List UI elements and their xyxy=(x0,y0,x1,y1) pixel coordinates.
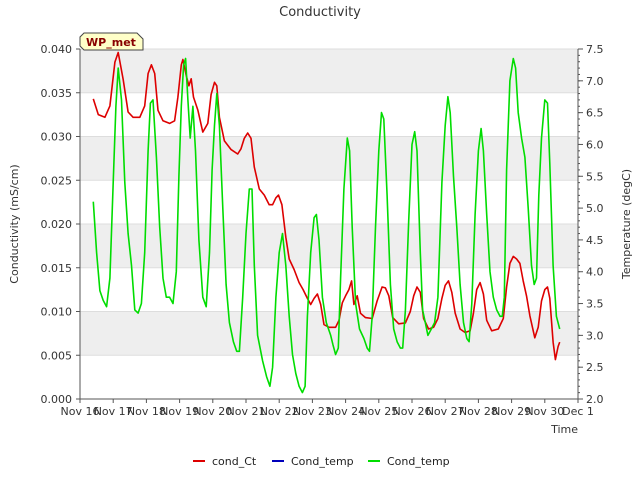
right-tick-label: 2.5 xyxy=(586,361,604,374)
x-tick-label: Nov 30 xyxy=(525,405,564,418)
badge-box xyxy=(79,32,144,51)
x-tick-label: Nov 26 xyxy=(393,405,432,418)
grid-band xyxy=(80,180,578,224)
right-tick-label: 3.0 xyxy=(586,329,604,342)
left-tick-label: 0.035 xyxy=(41,87,73,100)
right-tick-label: 6.0 xyxy=(586,138,604,151)
right-tick-label: 5.5 xyxy=(586,170,604,183)
right-axis-label: Temperature (degC) xyxy=(620,169,633,280)
left-tick-label: 0.020 xyxy=(41,218,73,231)
right-tick-label: 5.0 xyxy=(586,202,604,215)
right-y-ticks: 2.0 2.5 3.0 3.5 4.0 4.5 5.0 5.5 6.0 6.5 7.0 7.5 xyxy=(578,43,604,406)
legend: cond_Ct Cond_temp Cond_temp xyxy=(193,455,450,468)
legend-label: Cond_temp xyxy=(387,455,450,468)
x-tick-label: Nov 20 xyxy=(193,405,232,418)
x-tick-label: Nov 16 xyxy=(61,405,100,418)
x-tick-label: Nov 18 xyxy=(127,405,166,418)
x-tick-label: Nov 29 xyxy=(492,405,531,418)
left-tick-label: 0.030 xyxy=(41,131,73,144)
right-tick-label: 2.0 xyxy=(586,393,604,406)
left-tick-label: 0.005 xyxy=(41,349,73,362)
left-tick-label: 0.040 xyxy=(41,43,73,56)
right-tick-label: 3.5 xyxy=(586,298,604,311)
x-tick-label: Nov 27 xyxy=(426,405,465,418)
left-tick-label: 0.025 xyxy=(41,174,73,187)
grid-band xyxy=(80,92,578,137)
x-tick-label: Nov 23 xyxy=(293,405,332,418)
legend-label: Cond_temp xyxy=(291,455,354,468)
x-tick-label: Nov 28 xyxy=(459,405,498,418)
grid-band xyxy=(80,224,578,268)
x-tick-label: Nov 19 xyxy=(160,405,199,418)
background-bands xyxy=(80,49,578,399)
grid-band xyxy=(80,355,578,399)
right-tick-label: 7.5 xyxy=(586,43,604,56)
left-tick-label: 0.010 xyxy=(41,306,73,319)
right-tick-label: 4.0 xyxy=(586,266,604,279)
x-tick-label: Nov 24 xyxy=(326,405,365,418)
series-line-0 xyxy=(92,51,561,361)
chart-title: Conductivity xyxy=(279,5,361,20)
grid-band xyxy=(80,311,578,356)
left-axis-label: Conductivity (mS/cm) xyxy=(8,164,21,283)
x-tick-label: Nov 25 xyxy=(359,405,398,418)
right-tick-label: 6.5 xyxy=(586,107,604,120)
legend-label: cond_Ct xyxy=(212,455,257,468)
grid-band xyxy=(80,49,578,93)
wp-met-badge: WP_met xyxy=(79,32,144,51)
left-tick-label: 0.015 xyxy=(41,262,73,275)
left-y-ticks: 0.000 0.005 0.010 0.015 0.020 0.025 0.030 0.035… xyxy=(41,43,80,406)
right-tick-label: 4.5 xyxy=(586,234,604,247)
x-tick-label: Dec 1 xyxy=(562,405,594,418)
x-tick-label: Nov 17 xyxy=(94,405,133,418)
x-tick-label: Nov 21 xyxy=(227,405,266,418)
right-tick-label: 7.0 xyxy=(586,75,604,88)
badge-label: WP_met xyxy=(86,36,136,49)
grid-band xyxy=(80,136,578,181)
series-line-2 xyxy=(92,57,561,394)
x-tick-label: Nov 22 xyxy=(260,405,299,418)
series-layer xyxy=(92,51,561,394)
left-tick-label: 0.000 xyxy=(41,393,73,406)
x-axis-label: Time xyxy=(550,423,578,436)
